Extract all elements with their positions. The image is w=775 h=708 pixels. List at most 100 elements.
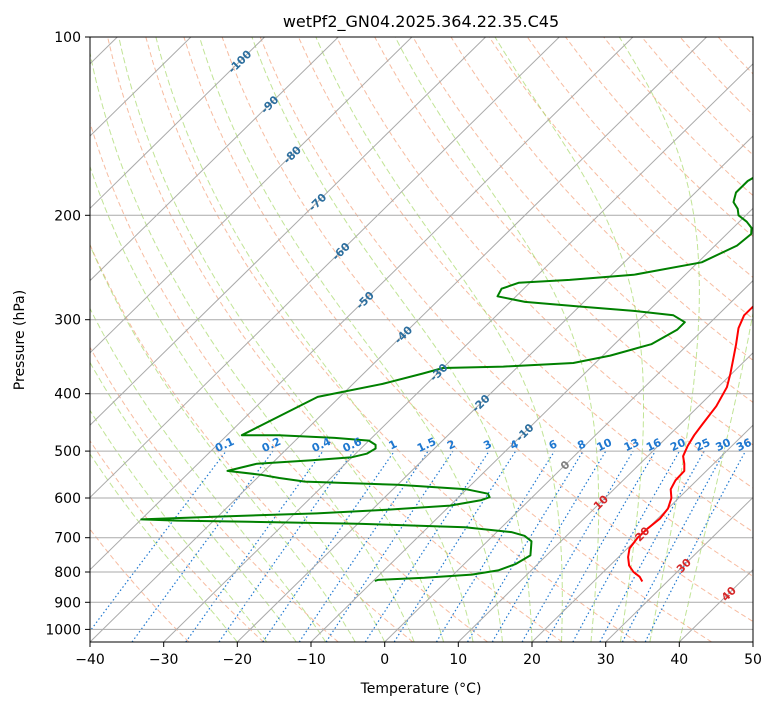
line-labels: 0.1 0.2 0.4 0.6 1 1.5 2 3 4 6 8 10 13 16 20 25 30 36-100-… bbox=[213, 47, 754, 604]
moist-adiabat-line bbox=[394, 37, 600, 642]
temperature-profile-line bbox=[627, 305, 753, 582]
x-tick-label: 10 bbox=[449, 652, 467, 668]
y-tick-label: 500 bbox=[54, 444, 81, 460]
mixing-ratio-line bbox=[466, 450, 584, 642]
dry-adiabat-line bbox=[756, 37, 775, 642]
moist-adiabat-line bbox=[90, 453, 238, 642]
plot-frame bbox=[89, 36, 754, 643]
chart-title: wetPf2_GN04.2025.364.22.35.C45 bbox=[283, 12, 559, 32]
mixing-ratio-line bbox=[521, 450, 634, 642]
x-tick-label: 50 bbox=[744, 652, 762, 668]
x-tick-label: 0 bbox=[380, 652, 389, 668]
isotherm-line bbox=[90, 37, 339, 282]
y-tick-label: 1000 bbox=[45, 622, 81, 638]
y-tick-label: 100 bbox=[54, 30, 81, 46]
dry-adiabat-line bbox=[297, 37, 753, 533]
moist-adiabat-line bbox=[155, 37, 474, 642]
mixing-ratio-line bbox=[262, 450, 395, 642]
isotherm-line bbox=[90, 37, 486, 426]
mixing-ratio-label: 13 bbox=[622, 436, 641, 454]
mixing-ratio-line bbox=[435, 450, 556, 642]
mixing-ratio-label: 10 bbox=[595, 436, 615, 454]
dry-adiabat-line bbox=[90, 528, 190, 642]
isotherm-line bbox=[384, 279, 753, 642]
mixing-ratio-line bbox=[185, 450, 324, 642]
y-tick-label: 800 bbox=[54, 565, 81, 581]
dry-adiabat-line bbox=[90, 439, 264, 642]
mixing-ratio-label: 0.2 bbox=[260, 435, 283, 455]
moist-adiabat-line bbox=[90, 361, 297, 642]
mixing-ratio-line bbox=[572, 450, 681, 642]
moist-adiabat-line bbox=[90, 165, 386, 642]
mixing-ratio-label: 25 bbox=[693, 436, 712, 454]
x-tick-label: −30 bbox=[149, 652, 179, 668]
y-tick-label: 200 bbox=[54, 208, 81, 224]
moist-adiabat-line bbox=[494, 37, 644, 642]
mixing-ratio-line bbox=[599, 450, 705, 642]
isotherm-line bbox=[90, 37, 634, 571]
mixing-ratio-line bbox=[644, 450, 747, 642]
moist-adiabat-line bbox=[90, 244, 356, 642]
y-tick-label: 700 bbox=[54, 531, 81, 547]
dry-adiabat-line bbox=[526, 37, 753, 279]
dry-adiabat-line bbox=[145, 37, 638, 642]
x-tick-label: −20 bbox=[223, 652, 253, 668]
mixing-ratio-label: 20 bbox=[668, 436, 688, 454]
mixing-ratio-line bbox=[364, 450, 490, 642]
y-tick-label: 600 bbox=[54, 491, 81, 507]
isotherm-line bbox=[90, 37, 265, 210]
dry-adiabat-line bbox=[90, 243, 414, 642]
mixing-ratio-label: 36 bbox=[734, 436, 754, 454]
y-axis-label: Pressure (hPa) bbox=[12, 290, 28, 390]
mixing-ratio-line bbox=[621, 450, 726, 642]
y-tick-label: 400 bbox=[54, 387, 81, 403]
x-tick-label: 20 bbox=[523, 652, 541, 668]
moist-adiabat-line bbox=[315, 37, 563, 642]
y-tick-label: 900 bbox=[54, 595, 81, 611]
mixing-ratio-label: 2 bbox=[445, 437, 457, 452]
dewpoint-profile-line bbox=[140, 176, 753, 582]
dry-adiabat-line bbox=[488, 37, 753, 320]
moist-adiabat-line bbox=[118, 37, 445, 642]
dry-adiabat-line bbox=[259, 37, 753, 577]
dry-adiabat-line bbox=[107, 37, 563, 642]
mixing-ratio-label: 30 bbox=[714, 436, 734, 454]
series-lines bbox=[140, 176, 753, 582]
x-tick-label: −40 bbox=[75, 652, 105, 668]
dry-adiabat-line bbox=[565, 37, 753, 238]
isotherm-line bbox=[163, 63, 753, 642]
mixing-ratio-line bbox=[218, 450, 355, 642]
dry-adiabat-line bbox=[90, 346, 339, 642]
dry-adiabat-line bbox=[679, 37, 753, 116]
axes: −40 −30 −20 −10 0 10 20 30 40 5010020030040050060… bbox=[45, 30, 762, 668]
mixing-ratio-line bbox=[325, 450, 454, 642]
mixing-ratio-line bbox=[545, 450, 656, 642]
isotherm-line bbox=[236, 135, 753, 642]
mixing-ratio-label: 3 bbox=[481, 437, 493, 452]
isotherm-line bbox=[752, 641, 753, 642]
dry-adiabat-line bbox=[90, 121, 488, 642]
moist-adiabat-line bbox=[90, 307, 327, 642]
moist-adiabat-line bbox=[90, 409, 268, 642]
dry-adiabat-line bbox=[183, 37, 712, 642]
isotherm-line bbox=[90, 37, 707, 642]
isotherm-line bbox=[457, 352, 753, 642]
moist-adiabat-line bbox=[199, 37, 503, 642]
x-tick-label: −10 bbox=[296, 652, 326, 668]
y-tick-label: 300 bbox=[54, 313, 81, 329]
mixing-ratio-line bbox=[298, 450, 429, 642]
isotherm-line bbox=[605, 496, 753, 642]
moist-adiabat-line bbox=[618, 37, 700, 642]
mixing-ratio-line bbox=[131, 450, 274, 642]
mixing-ratio-line bbox=[90, 450, 227, 633]
dry-adiabat-line bbox=[221, 37, 753, 623]
isotherm-line bbox=[310, 207, 753, 642]
mixing-ratio-label: 16 bbox=[644, 436, 664, 454]
isotherm-line bbox=[90, 37, 560, 499]
isotherm-line bbox=[531, 424, 753, 642]
mixing-ratio-label: 1.5 bbox=[415, 435, 438, 455]
mixing-ratio-label: 6 bbox=[547, 437, 560, 452]
mixing-ratio-label: 0.1 bbox=[213, 435, 236, 455]
isotherm-line bbox=[90, 37, 413, 354]
